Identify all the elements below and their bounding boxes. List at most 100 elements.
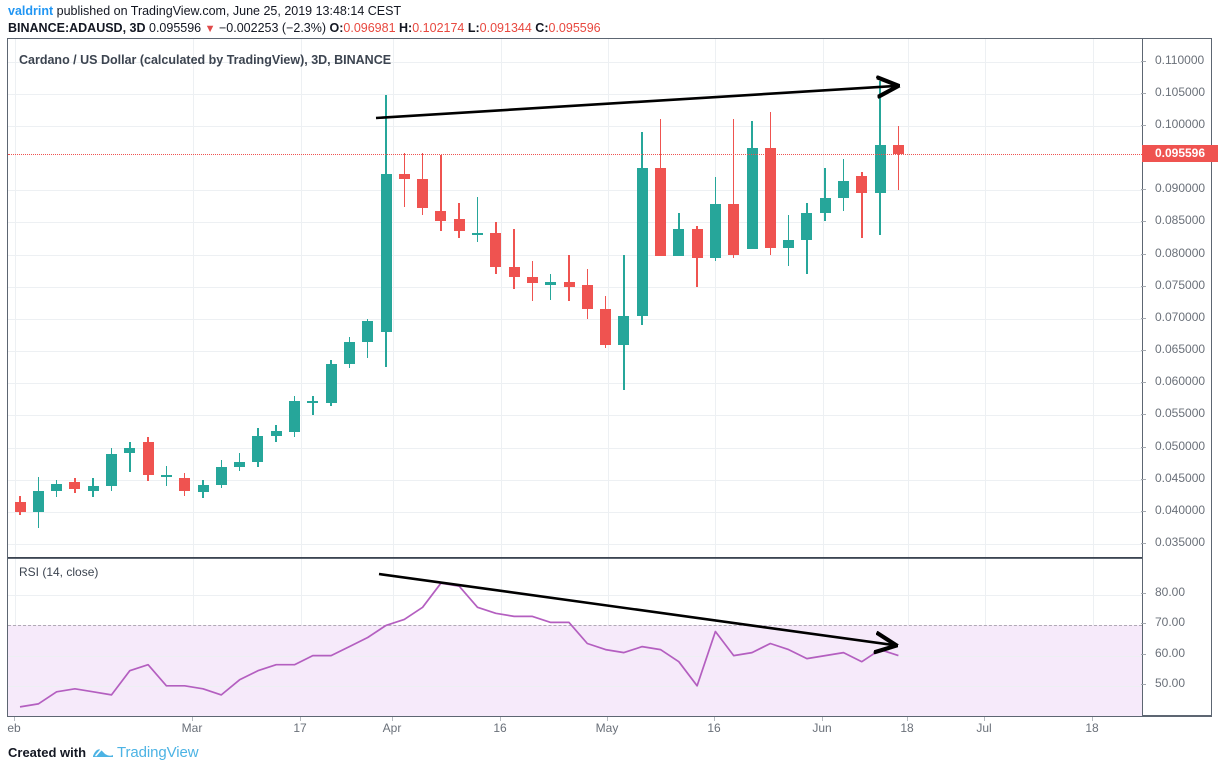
symbol-label[interactable]: BINANCE:ADAUSD, 3D — [8, 21, 146, 35]
price-gridline — [8, 287, 1142, 288]
price-axis[interactable]: 0.110000 0.105000 0.100000 0.090000 0.085000… — [1141, 38, 1219, 716]
rsi-gridline — [8, 656, 1142, 657]
axis-tick — [1141, 414, 1146, 415]
candle-body[interactable] — [526, 277, 538, 283]
price-gridline — [8, 351, 1142, 352]
rsi-pane[interactable]: RSI (14, close) — [8, 558, 1142, 716]
axis-tick — [1141, 61, 1146, 62]
time-gridline — [501, 39, 502, 557]
candle-body[interactable] — [270, 430, 282, 437]
current-price-tag[interactable]: 0.095596 — [1142, 145, 1218, 163]
candle-body[interactable] — [874, 145, 886, 194]
price-gridline — [8, 62, 1142, 63]
rsi-gridline — [8, 686, 1142, 687]
candle-body[interactable] — [709, 204, 721, 258]
candle-body[interactable] — [618, 315, 630, 345]
time-axis-tick — [1092, 717, 1093, 721]
candle-body[interactable] — [801, 213, 813, 241]
candle-wick — [732, 119, 735, 258]
tradingview-brand-name[interactable]: TradingView — [117, 743, 199, 761]
candle-body[interactable] — [819, 197, 831, 214]
candle-body[interactable] — [417, 179, 429, 209]
candle-body[interactable] — [106, 454, 117, 487]
candle-body[interactable] — [142, 441, 154, 475]
candle-body[interactable] — [398, 174, 410, 180]
candle-body[interactable] — [563, 282, 575, 287]
candle-wick — [440, 154, 442, 232]
price-gridline — [8, 415, 1142, 416]
candle-body[interactable] — [343, 342, 355, 364]
last-price: 0.095596 — [149, 21, 202, 35]
time-axis-label: Mar — [181, 721, 203, 735]
candle-body[interactable] — [124, 447, 136, 453]
tradingview-logo-icon[interactable] — [92, 744, 114, 760]
time-gridline — [715, 39, 716, 557]
candle-body[interactable] — [51, 484, 63, 492]
candle-body[interactable] — [252, 436, 264, 463]
price-gridline — [8, 319, 1142, 320]
current-price-line — [8, 154, 1142, 156]
candle-body[interactable] — [490, 233, 502, 268]
candle-body[interactable] — [380, 174, 392, 332]
candle-body[interactable] — [636, 167, 648, 316]
price-pane[interactable]: Cardano / US Dollar (calculated by Tradi… — [8, 39, 1142, 557]
author-name[interactable]: valdrint — [8, 4, 54, 18]
candle-body[interactable] — [673, 228, 685, 256]
candle-body[interactable] — [14, 502, 26, 512]
candle-wick — [513, 228, 515, 290]
candle-body[interactable] — [307, 401, 319, 404]
publish-line: valdrint published on TradingView.com, J… — [8, 4, 1208, 19]
time-axis-tick — [392, 717, 393, 721]
candle-body[interactable] — [764, 148, 776, 249]
price-axis-label: 0.100000 — [1155, 117, 1206, 131]
time-axis-label: 18 — [1085, 721, 1099, 735]
time-axis-label: Jul — [976, 721, 992, 735]
candle-body[interactable] — [691, 228, 703, 258]
candle-body[interactable] — [215, 466, 227, 485]
candle-body[interactable] — [179, 478, 191, 492]
price-axis-label: 0.105000 — [1155, 85, 1206, 99]
pane-divider[interactable] — [8, 557, 1142, 558]
candle-wick — [861, 172, 863, 238]
candle-body[interactable] — [783, 240, 795, 249]
candle-body[interactable] — [508, 267, 520, 278]
price-gridline — [8, 544, 1142, 545]
price-axis-label: 0.045000 — [1155, 471, 1206, 485]
candle-body[interactable] — [838, 180, 849, 198]
low-label: L: — [467, 21, 480, 35]
candle-body[interactable] — [362, 320, 374, 343]
candle-body[interactable] — [856, 176, 868, 194]
rsi-axis-label: 50.00 — [1155, 676, 1186, 690]
candle-body[interactable] — [746, 148, 758, 250]
axis-tick — [1141, 286, 1146, 287]
candle-body[interactable] — [325, 363, 337, 403]
time-gridline — [393, 39, 394, 557]
candle-body[interactable] — [289, 401, 300, 433]
candle-body[interactable] — [892, 145, 904, 155]
candle-body[interactable] — [581, 285, 593, 309]
time-axis-label: Apr — [382, 721, 402, 735]
candle-body[interactable] — [87, 485, 99, 492]
candle-body[interactable] — [453, 219, 465, 231]
candle-wick — [476, 196, 479, 242]
candle-wick — [549, 273, 552, 300]
price-gridline — [8, 512, 1142, 513]
time-axis-tick — [500, 717, 501, 721]
axis-separator — [1142, 39, 1143, 716]
candle-wick — [403, 152, 406, 207]
candle-body[interactable] — [69, 482, 81, 489]
candle-body[interactable] — [728, 204, 740, 255]
candle-body[interactable] — [197, 484, 209, 492]
candle-body[interactable] — [655, 167, 666, 256]
axis-tick — [1141, 684, 1146, 685]
time-axis[interactable]: eb Mar 17 Apr 16 May 16 Jun 18 Jul 18 — [7, 717, 1212, 741]
candle-body[interactable] — [32, 491, 44, 512]
candle-body[interactable] — [160, 474, 172, 477]
candle-body[interactable] — [435, 210, 447, 222]
candle-body[interactable] — [472, 232, 483, 235]
high-value: 0.102174 — [412, 21, 465, 35]
candle-body[interactable] — [600, 308, 612, 345]
candle-body[interactable] — [234, 461, 246, 467]
axis-tick — [1141, 654, 1146, 655]
candle-body[interactable] — [545, 282, 557, 285]
